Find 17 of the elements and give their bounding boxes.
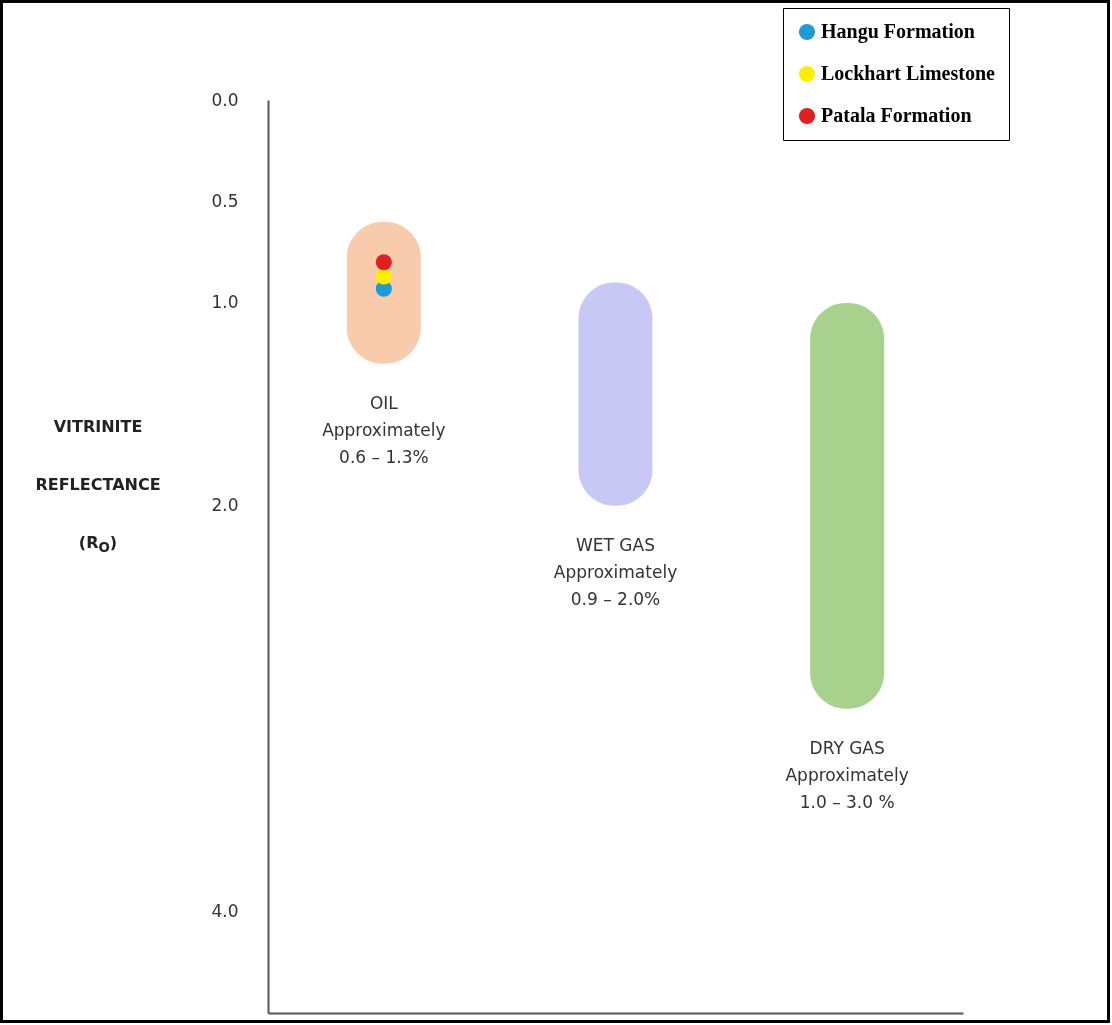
x-tick-label: DRY GAS bbox=[809, 737, 885, 758]
annotation: Approximately 1.0 – 3.0 % bbox=[785, 764, 909, 812]
y-tick-label: 0.5 bbox=[211, 190, 239, 211]
y-tick-label: 1.0 bbox=[211, 292, 239, 313]
legend-label: Lockhart Limestone bbox=[821, 62, 995, 84]
annotation: Approximately 0.6 – 1.3% bbox=[322, 419, 446, 467]
y-tick-label: 2.0 bbox=[211, 495, 239, 516]
legend-label: Hangu Formation bbox=[821, 20, 975, 43]
y-tick-label: 0.0 bbox=[211, 89, 239, 110]
legend-label: Patala Formation bbox=[821, 104, 972, 126]
annotation: Approximately 0.9 – 2.0% bbox=[553, 561, 678, 609]
x-tick-label: WET GAS bbox=[576, 534, 655, 555]
bar bbox=[578, 282, 653, 506]
bar bbox=[810, 302, 885, 709]
y-tick-label: 4.0 bbox=[211, 901, 239, 922]
text: VITRINITE REFLECTANCE (R$_{O}$) bbox=[35, 417, 161, 556]
x-tick-label: OIL bbox=[369, 392, 399, 413]
